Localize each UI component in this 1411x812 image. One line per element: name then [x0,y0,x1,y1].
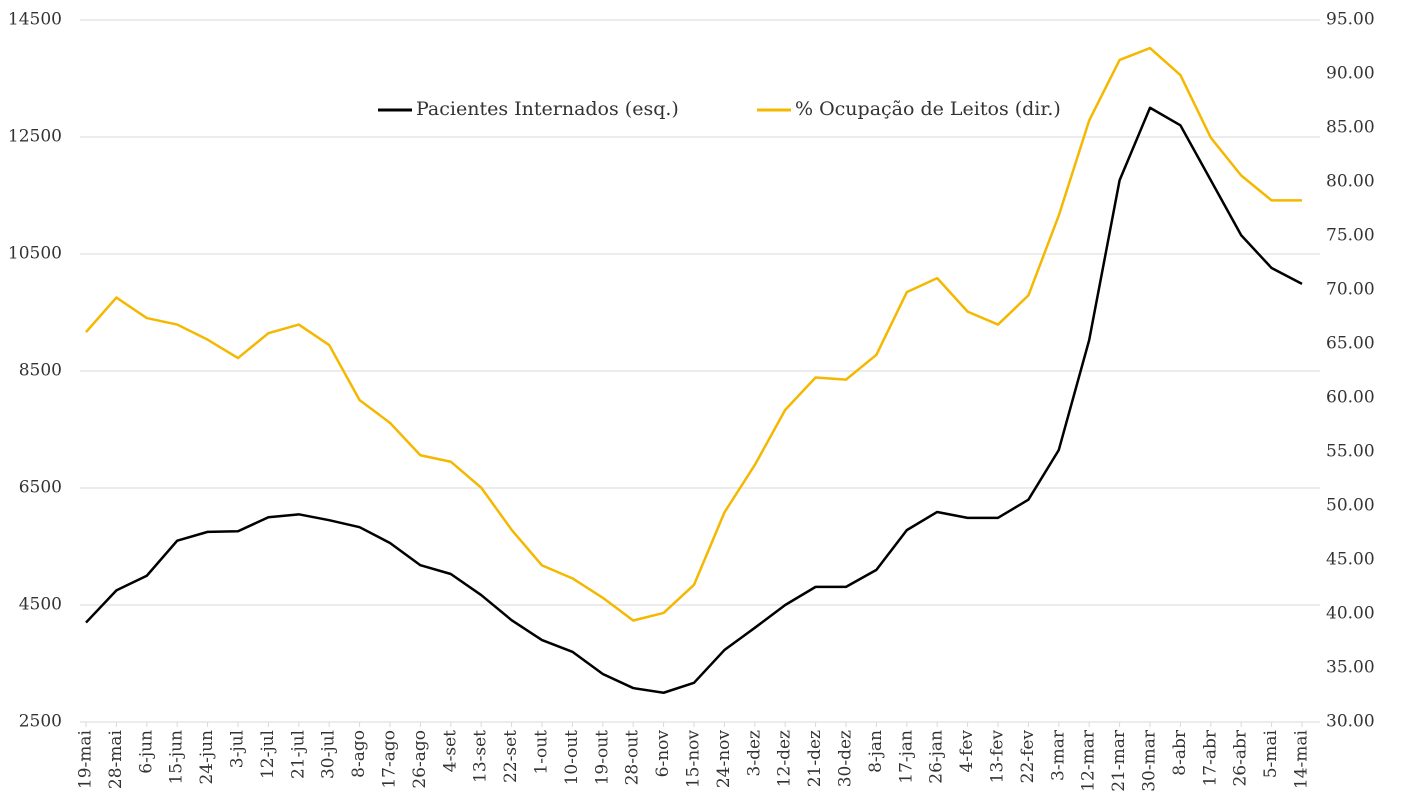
x-tick-label: 3-jul [228,730,248,768]
series-line [85,46,1302,622]
x-tick-label: 3-mar [1048,729,1068,781]
legend-label: % Ocupação de Leitos (dir.) [795,98,1061,120]
y-tick-label: 8500 [19,361,62,381]
y-tick-label: 2500 [19,712,62,732]
x-tick-label: 17-ago [380,730,400,789]
x-tick-label: 6-jun [136,730,156,774]
x-tick-label: 1-out [532,730,552,775]
y2-tick-label: 95.00 [1326,10,1375,30]
y2-tick-label: 40.00 [1326,604,1375,624]
y-tick-label: 10500 [8,244,62,264]
series-line [85,106,1303,694]
x-tick-label: 26-abr [1231,729,1251,786]
x-tick-label: 22-set [501,730,521,783]
y-tick-label: 4500 [19,595,62,615]
x-tick-label: 6-nov [653,730,673,778]
x-tick-label: 30-mar [1140,729,1160,792]
x-tick-label: 28-mai [106,729,126,789]
y2-tick-label: 65.00 [1326,334,1375,354]
x-tick-label: 30-dez [836,730,856,787]
x-tick-label: 26-ago [410,730,430,789]
x-tick-label: 21-dez [805,730,825,787]
x-tick-label: 4-fev [957,730,977,773]
x-tick-label: 17-abr [1200,729,1220,786]
x-tick-label: 19-mai [76,729,96,789]
y2-tick-label: 90.00 [1326,64,1375,84]
x-tick-label: 8-ago [349,730,369,778]
x-tick-label: 26-jan [927,730,947,784]
x-tick-label: 17-jan [896,730,916,784]
y2-tick-label: 70.00 [1326,280,1375,300]
x-tick-label: 12-dez [775,730,795,787]
y2-tick-label: 80.00 [1326,172,1375,192]
y-tick-label: 14500 [8,10,62,30]
x-tick-label: 21-jul [288,730,308,779]
y2-tick-label: 50.00 [1326,496,1375,516]
x-tick-label: 5-mai [1261,729,1281,778]
x-tick-label: 12-jul [258,730,278,779]
y-tick-label: 6500 [19,478,62,498]
x-tick-label: 4-set [440,730,460,772]
x-tick-label: 14-mai [1292,729,1312,789]
y-tick-label: 12500 [8,127,62,147]
x-tick-label: 30-jul [319,730,339,779]
legend-label: Pacientes Internados (esq.) [416,98,679,120]
y2-tick-label: 75.00 [1326,226,1375,246]
y2-tick-label: 85.00 [1326,118,1375,138]
x-tick-label: 15-nov [684,730,704,789]
x-tick-label: 22-fev [1018,730,1038,784]
y2-tick-label: 35.00 [1326,658,1375,678]
x-tick-label: 19-out [592,730,612,786]
x-tick-label: 13-fev [988,730,1008,784]
x-tick-label: 10-out [562,730,582,786]
x-tick-label: 21-mar [1109,729,1129,792]
y2-tick-label: 60.00 [1326,388,1375,408]
x-tick-label: 8-jan [866,730,886,773]
x-tick-label: 8-abr [1170,729,1190,776]
x-tick-label: 24-nov [714,730,734,789]
y2-tick-label: 30.00 [1326,712,1375,732]
x-tick-label: 12-mar [1079,729,1099,792]
x-tick-label: 13-set [471,730,491,783]
y2-tick-label: 55.00 [1326,442,1375,462]
x-tick-label: 24-jun [197,730,217,785]
y2-tick-label: 45.00 [1326,550,1375,570]
x-tick-label: 15-jun [167,730,187,785]
x-tick-label: 3-dez [744,730,764,777]
x-tick-label: 28-out [623,730,643,786]
